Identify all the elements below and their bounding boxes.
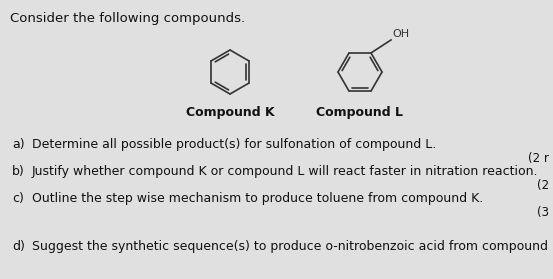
Text: a): a) [12, 138, 25, 151]
Text: Compound K: Compound K [186, 106, 274, 119]
Text: OH: OH [392, 29, 409, 39]
Text: c): c) [12, 192, 24, 205]
Text: Consider the following compounds.: Consider the following compounds. [10, 12, 245, 25]
Text: d): d) [12, 240, 25, 253]
Text: Outline the step wise mechanism to produce toluene from compound K.: Outline the step wise mechanism to produ… [32, 192, 483, 205]
Text: Determine all possible product(s) for sulfonation of compound L.: Determine all possible product(s) for su… [32, 138, 436, 151]
Text: b): b) [12, 165, 25, 178]
Text: Compound L: Compound L [316, 106, 404, 119]
Text: (2: (2 [537, 179, 549, 192]
Text: (2 r: (2 r [528, 152, 549, 165]
Text: (3: (3 [537, 206, 549, 219]
Text: Suggest the synthetic sequence(s) to produce o-nitrobenzoic acid from compound K: Suggest the synthetic sequence(s) to pro… [32, 240, 553, 253]
Text: Justify whether compound K or compound L will react faster in nitration reaction: Justify whether compound K or compound L… [32, 165, 539, 178]
